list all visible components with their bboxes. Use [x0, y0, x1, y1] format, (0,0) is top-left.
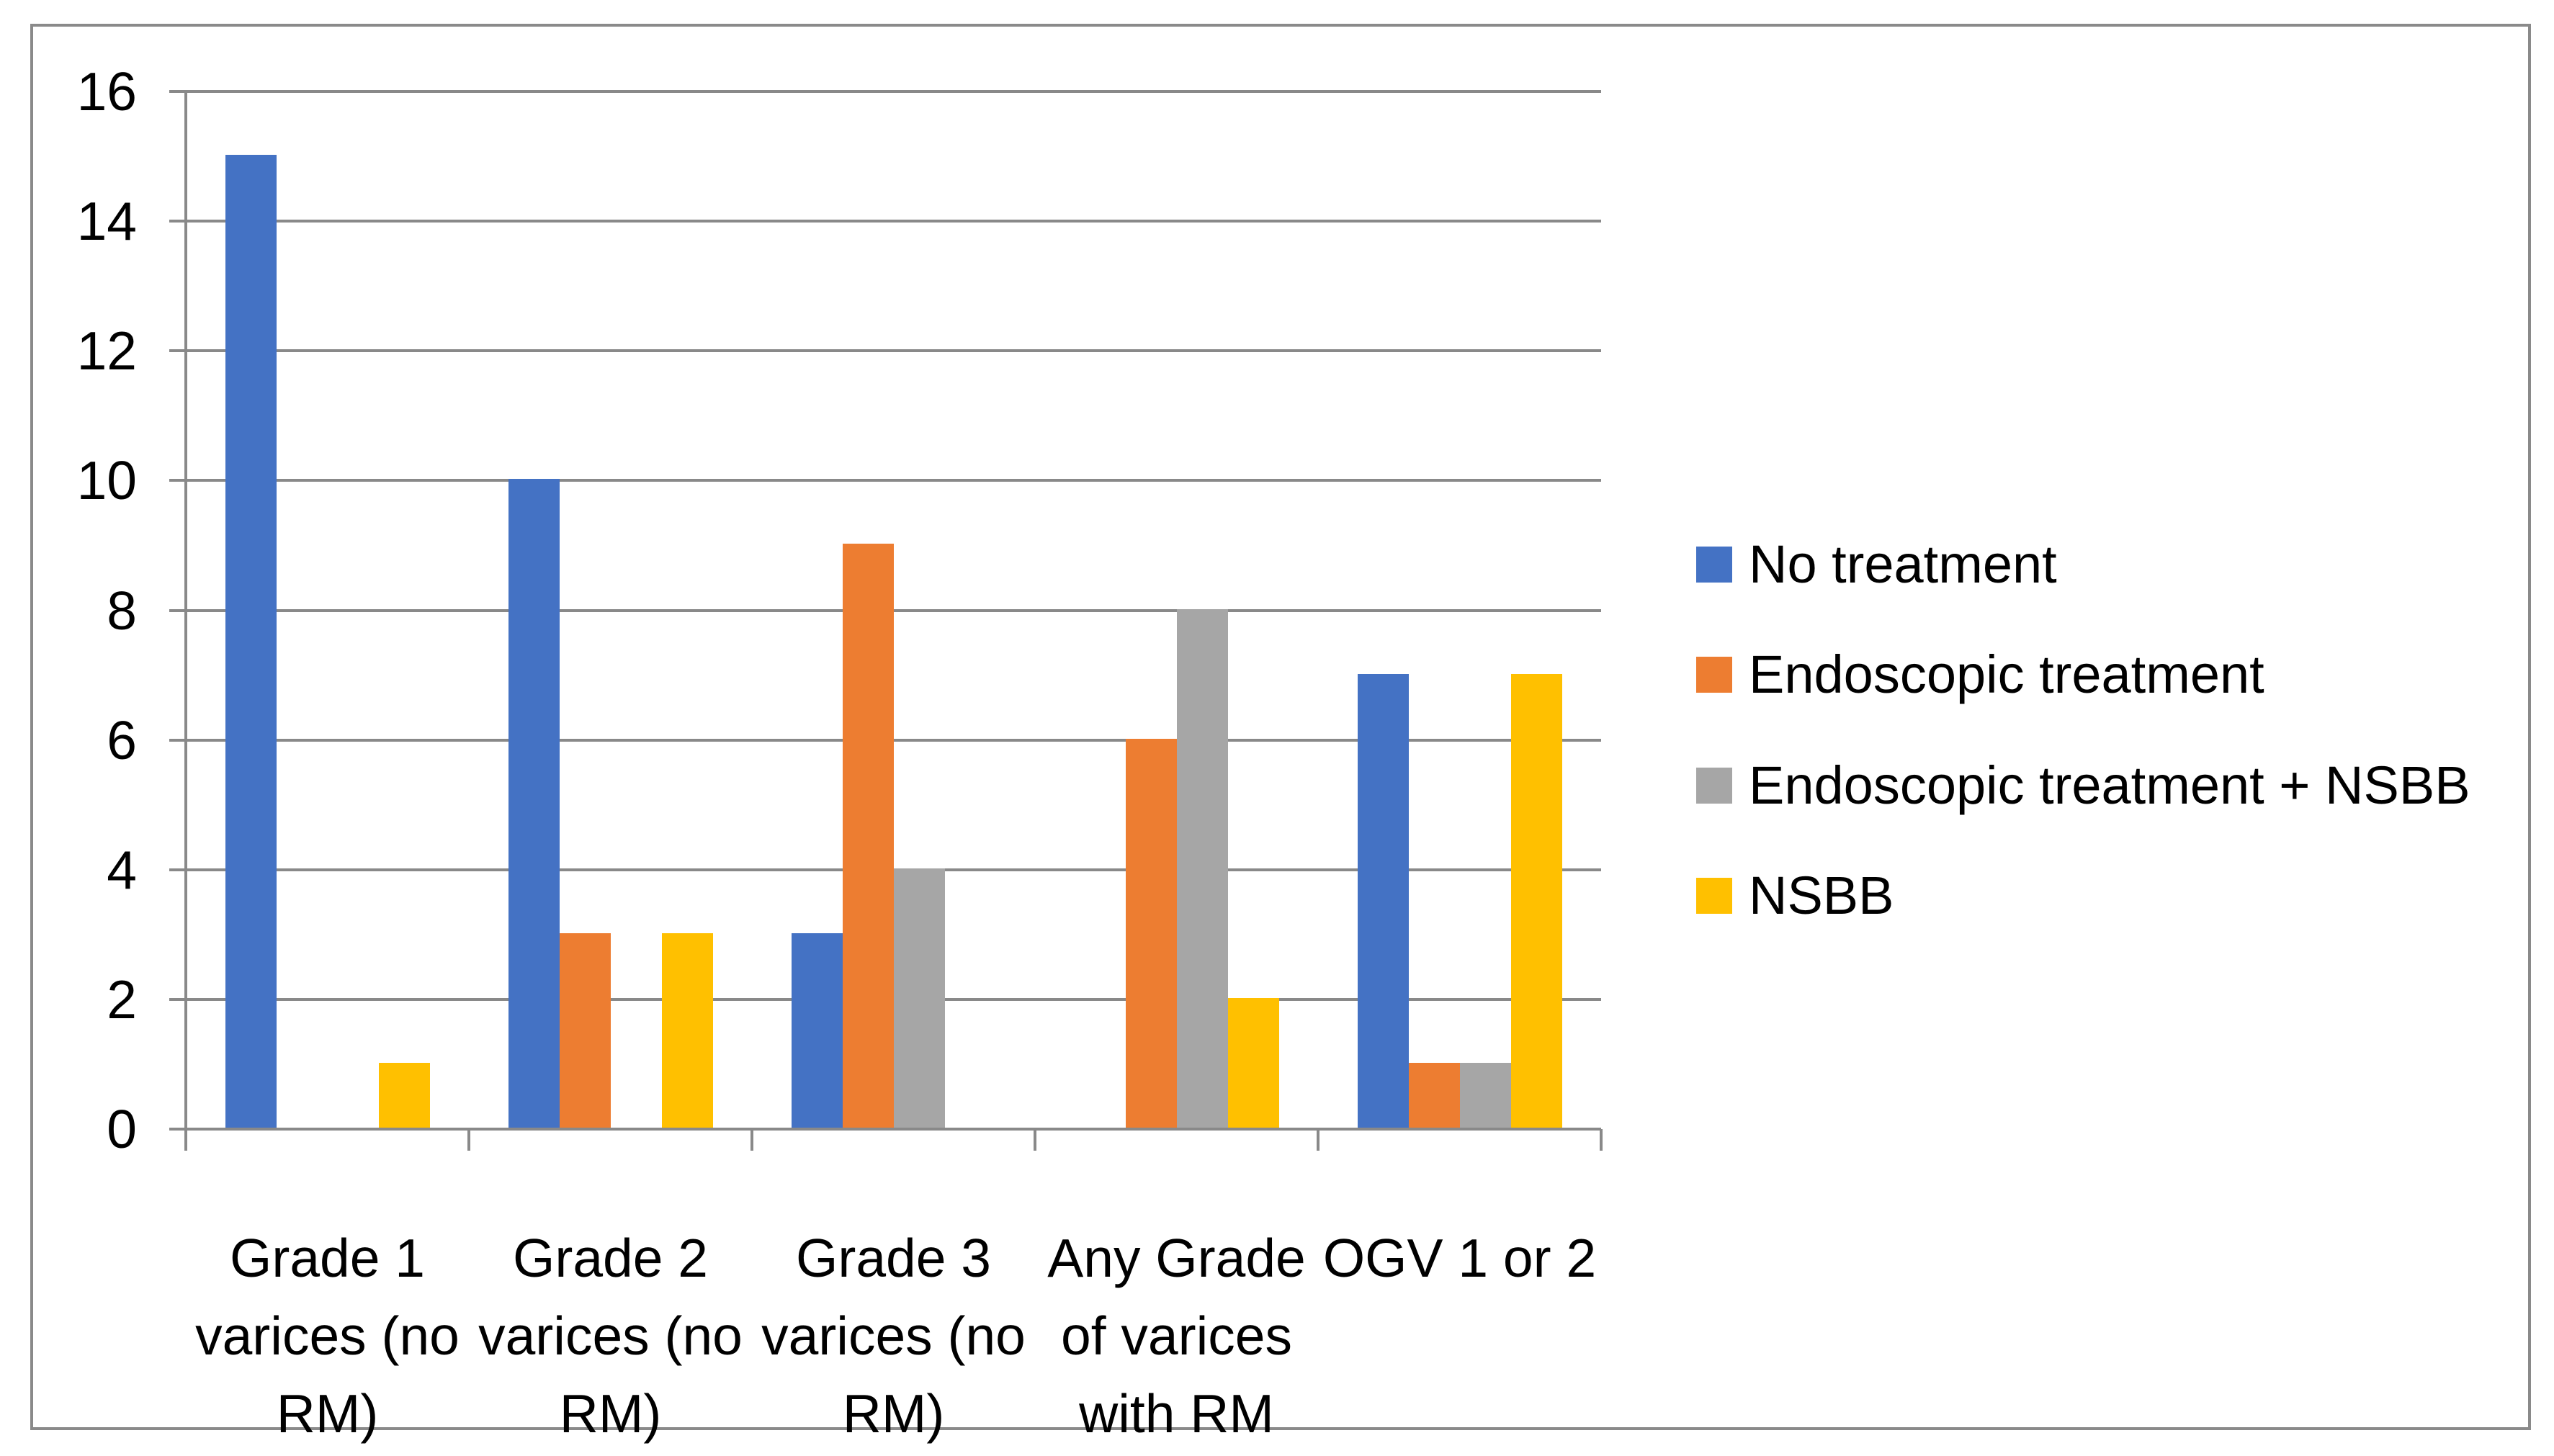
legend-item: Endoscopic treatment — [1696, 635, 2264, 714]
bar — [1227, 997, 1279, 1128]
y-axis-tick-label: 16 — [76, 61, 137, 122]
category-label: Any Grade of varices with RM — [1047, 1228, 1306, 1444]
category-label: OGV 1 or 2 — [1322, 1228, 1597, 1288]
legend-label: Endoscopic treatment + NSBB — [1749, 755, 2470, 815]
x-axis-tick — [1034, 1129, 1036, 1151]
bar — [661, 933, 713, 1128]
y-axis-tick-label: 0 — [107, 1099, 137, 1159]
x-axis-tick — [467, 1129, 470, 1151]
y-axis-tick-label: 8 — [107, 580, 137, 641]
bar — [1357, 673, 1409, 1128]
gridline — [169, 90, 1601, 93]
bar — [1408, 1062, 1460, 1128]
category-label: Grade 2 varices (no RM) — [478, 1228, 743, 1444]
bar — [1459, 1062, 1511, 1128]
y-axis-tick-label: 2 — [107, 969, 137, 1030]
y-axis-tick-label: 4 — [107, 839, 137, 900]
y-axis-tick-label: 12 — [76, 320, 137, 382]
x-axis-tick — [750, 1129, 753, 1151]
gridline — [169, 349, 1601, 353]
y-axis-tick-label: 10 — [76, 450, 137, 511]
x-axis-tick — [1317, 1129, 1319, 1151]
bar — [1510, 673, 1562, 1128]
bar — [559, 933, 611, 1128]
legend-item: No treatment — [1696, 525, 2057, 604]
bar — [378, 1062, 430, 1128]
bar — [1176, 608, 1228, 1128]
bar — [508, 479, 560, 1128]
gridline — [169, 220, 1601, 223]
chart-border — [30, 24, 2531, 1430]
bar — [842, 544, 894, 1128]
bar — [791, 933, 843, 1128]
legend-label: No treatment — [1749, 534, 2057, 594]
gridline — [169, 479, 1601, 482]
y-axis-tick-label: 6 — [107, 709, 137, 770]
y-axis-tick-label: 14 — [76, 191, 137, 252]
category-label: Grade 3 varices (no RM) — [761, 1228, 1026, 1444]
bar — [225, 155, 277, 1128]
bar — [893, 868, 945, 1128]
category-label: Grade 1 varices (no RM) — [195, 1228, 460, 1444]
x-axis-tick — [1600, 1129, 1603, 1151]
legend-swatch — [1696, 877, 1732, 914]
legend-label: NSBB — [1749, 865, 1894, 925]
bar — [1125, 738, 1177, 1128]
x-axis-line — [169, 1128, 1601, 1131]
legend-swatch — [1696, 657, 1732, 693]
y-axis-line — [184, 90, 187, 1151]
legend-swatch — [1696, 547, 1732, 583]
legend-swatch — [1696, 767, 1732, 804]
legend-label: Endoscopic treatment — [1749, 644, 2264, 705]
legend-item: Endoscopic treatment + NSBB — [1696, 746, 2470, 825]
legend-item: NSBB — [1696, 856, 1894, 935]
